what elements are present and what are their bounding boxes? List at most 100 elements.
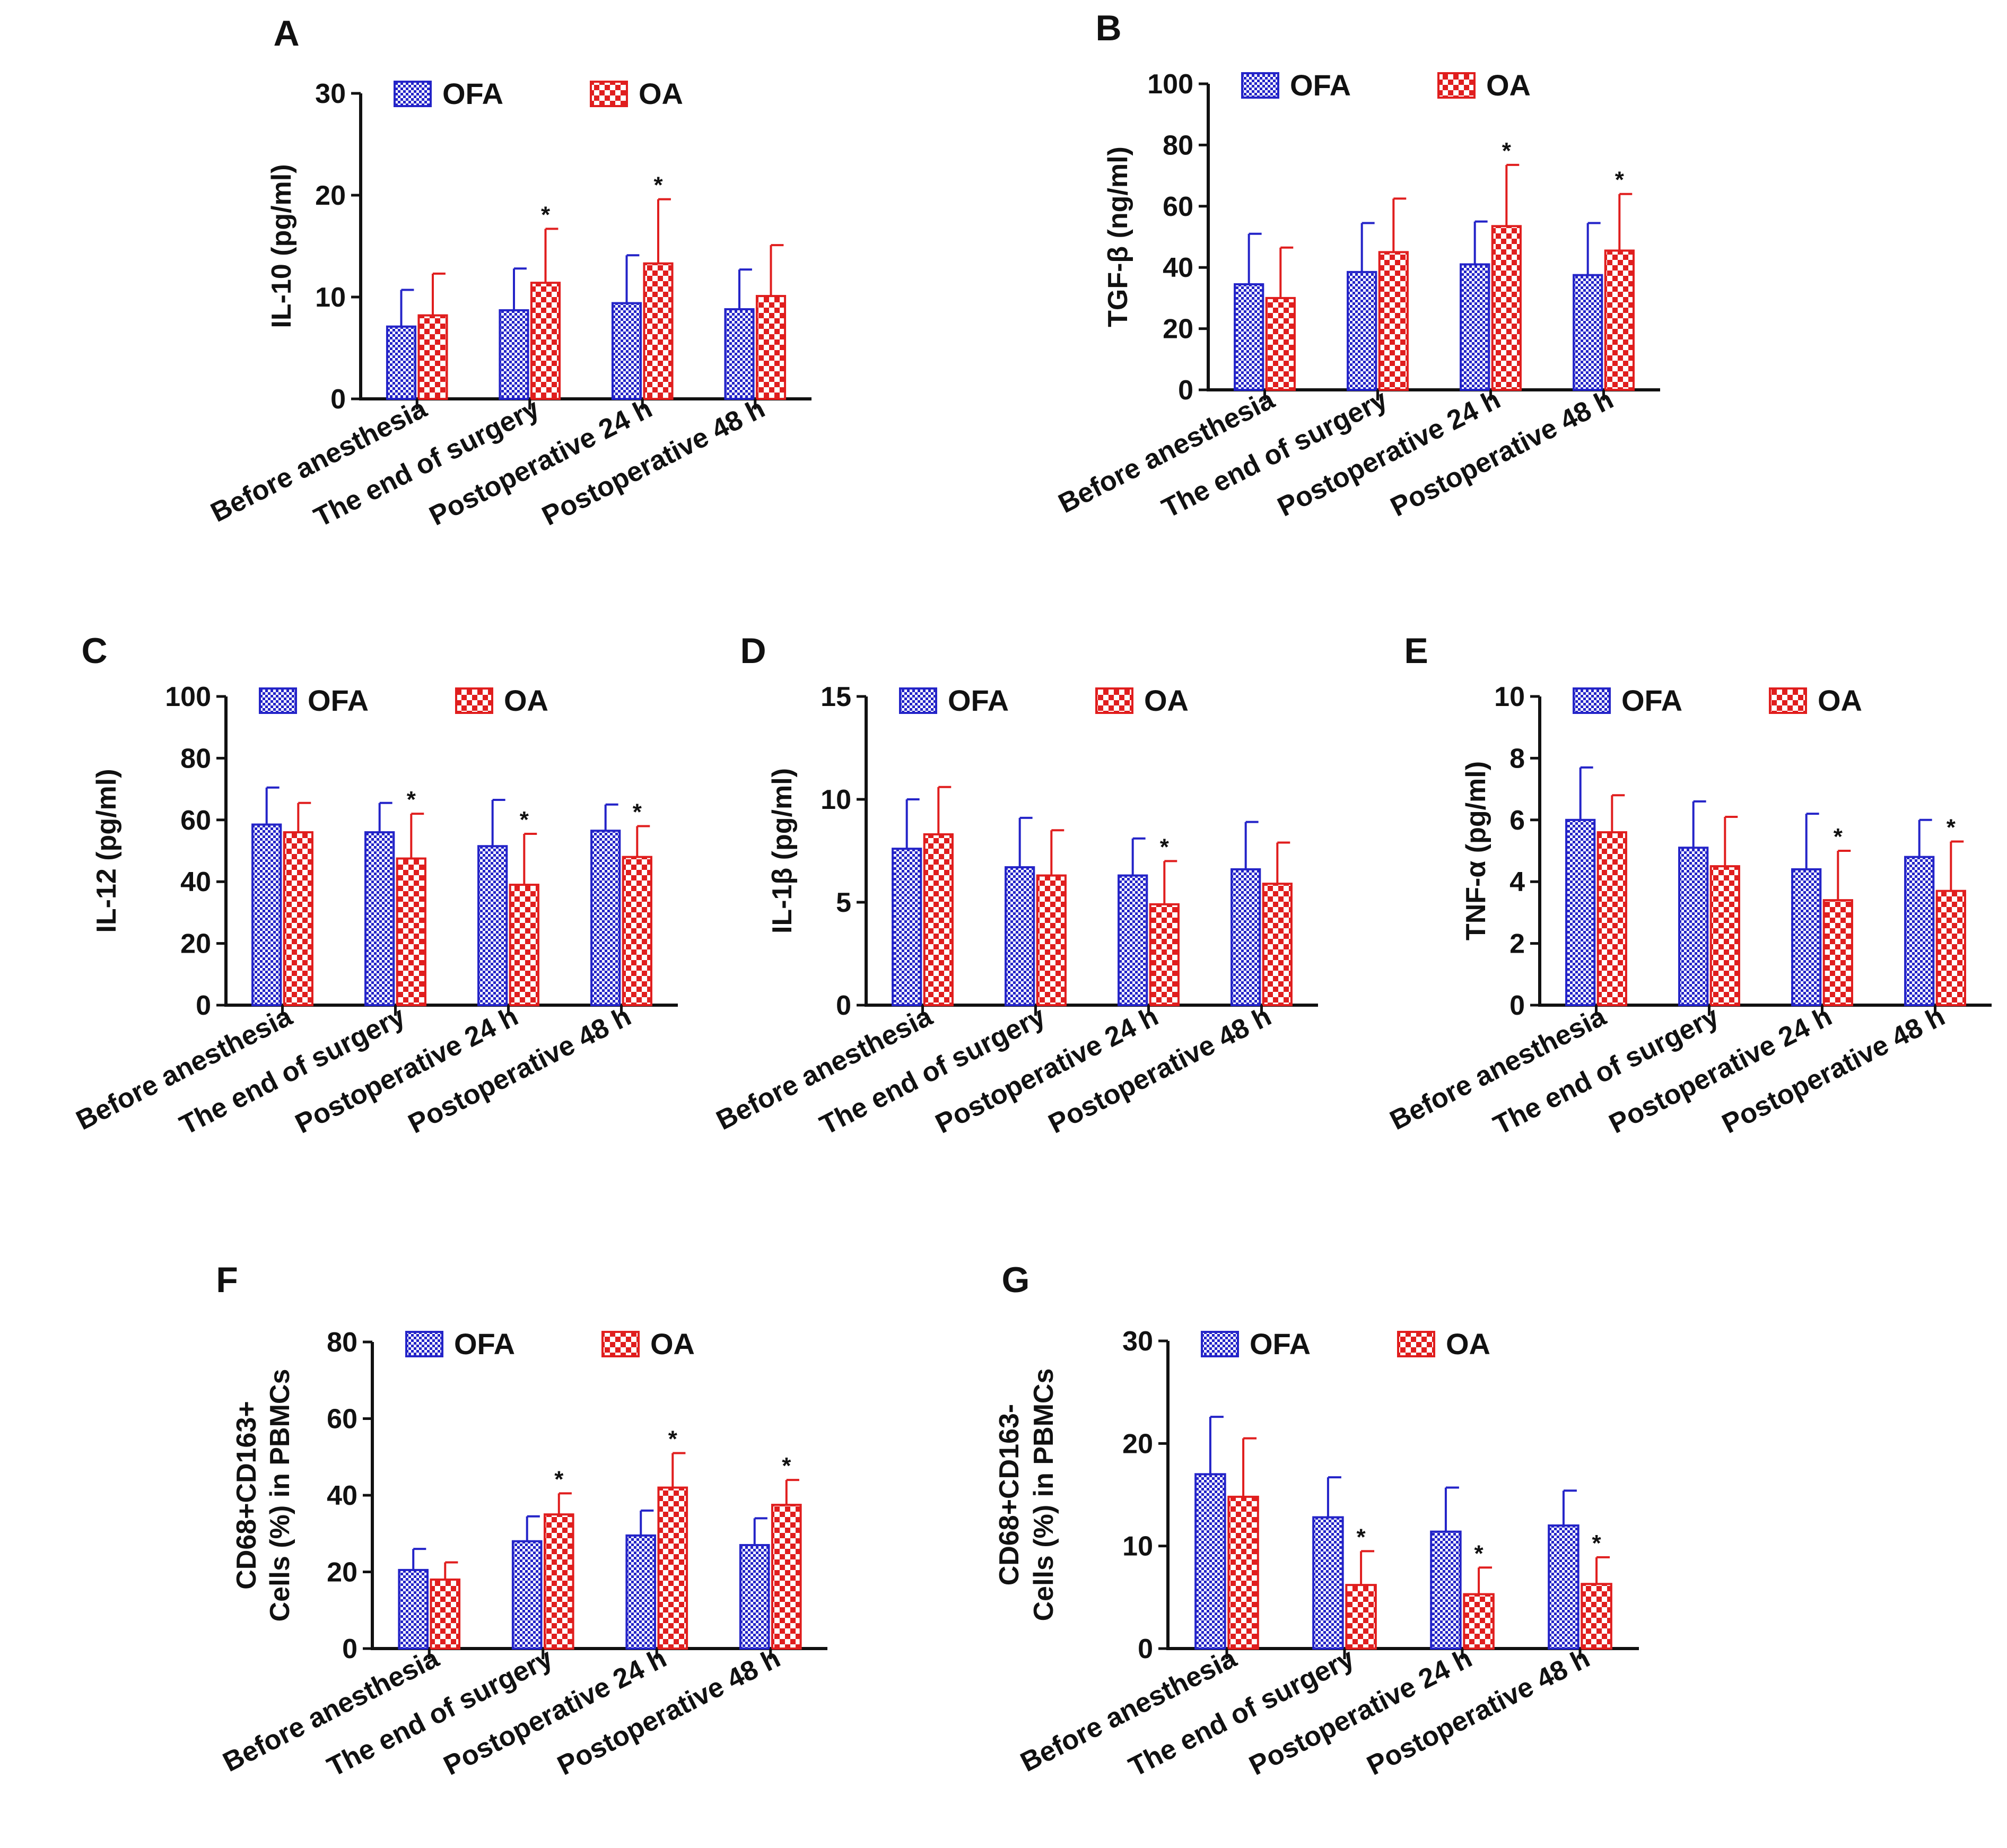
y-tick-label: 0 bbox=[1178, 375, 1193, 406]
significance-marker: * bbox=[633, 799, 642, 825]
y-axis-label-line: CD68+CD163- bbox=[994, 1404, 1025, 1586]
legend-label-oa: OA bbox=[1486, 68, 1531, 102]
legend-label-ofa: OFA bbox=[948, 684, 1009, 717]
panel-letter: D bbox=[740, 631, 766, 671]
legend-swatch-oa bbox=[1095, 687, 1133, 714]
bar-ofa bbox=[386, 325, 417, 400]
y-tick-label: 60 bbox=[1163, 191, 1193, 222]
y-tick-label: 80 bbox=[327, 1327, 357, 1358]
bar-ofa bbox=[1118, 874, 1148, 1007]
bar-oa bbox=[1227, 1495, 1259, 1650]
bar-oa bbox=[1604, 249, 1635, 391]
legend-label-ofa: OFA bbox=[1290, 68, 1351, 102]
legend-swatch-oa bbox=[601, 1331, 640, 1357]
y-tick-label: 40 bbox=[180, 867, 211, 897]
panel-letter: C bbox=[81, 631, 107, 671]
y-tick-label: 20 bbox=[1163, 314, 1193, 345]
legend-swatch-oa bbox=[1437, 72, 1476, 99]
bar-oa bbox=[430, 1578, 461, 1650]
y-tick-label: 100 bbox=[1147, 69, 1193, 100]
bar-ofa bbox=[364, 831, 395, 1006]
bar-ofa bbox=[724, 308, 755, 400]
y-axis-label: TNF-α (pg/ml) bbox=[1461, 761, 1491, 940]
bar-ofa bbox=[477, 845, 508, 1007]
legend-swatch-oa bbox=[1397, 1331, 1435, 1357]
bar-oa bbox=[755, 295, 787, 400]
y-tick-label: 0 bbox=[196, 990, 211, 1021]
significance-marker: * bbox=[782, 1453, 791, 1479]
bar-ofa bbox=[1231, 868, 1261, 1007]
bar-ofa bbox=[1194, 1473, 1226, 1650]
legend-swatch-ofa bbox=[405, 1331, 443, 1357]
legend: OFA OA bbox=[1573, 684, 1862, 717]
bar-ofa bbox=[1005, 866, 1035, 1007]
y-tick-label: 80 bbox=[180, 743, 211, 774]
bar-ofa bbox=[1904, 856, 1935, 1006]
bar-ofa bbox=[398, 1568, 429, 1650]
bar-ofa bbox=[1791, 868, 1822, 1007]
y-axis-label: CD68+CD163- Cells (%) in PBMCs bbox=[994, 1368, 1059, 1622]
legend-swatch-ofa bbox=[1201, 1331, 1239, 1357]
x-tick-label: Postoperative 48 h bbox=[1362, 1643, 1594, 1782]
y-axis-label-text: TGF-β (ng/ml) bbox=[1103, 146, 1133, 327]
significance-marker: * bbox=[668, 1426, 678, 1452]
legend-label-ofa: OFA bbox=[442, 77, 503, 110]
bar-oa bbox=[530, 282, 561, 400]
y-tick-label: 4 bbox=[1509, 867, 1525, 897]
bar-ofa bbox=[1347, 271, 1377, 391]
y-tick-label: 2 bbox=[1509, 929, 1525, 960]
bar-oa bbox=[1822, 899, 1853, 1006]
y-axis-label-line: Cells (%) in PBMCs bbox=[1028, 1368, 1059, 1622]
y-tick-label: 30 bbox=[1122, 1326, 1153, 1357]
significance-marker: * bbox=[1834, 824, 1843, 850]
x-tick-label: The end of surgery bbox=[1124, 1643, 1359, 1783]
bar-oa bbox=[1709, 865, 1740, 1006]
y-tick-label: 5 bbox=[836, 887, 851, 918]
y-tick-label: 0 bbox=[342, 1634, 357, 1664]
legend-label-ofa: OFA bbox=[1250, 1327, 1311, 1361]
bar-ofa bbox=[625, 1534, 657, 1650]
y-axis-label-line: CD68+CD163+ bbox=[231, 1401, 262, 1590]
bar-oa bbox=[643, 262, 674, 400]
y-axis-label: IL-1β (pg/ml) bbox=[767, 768, 798, 934]
legend: OFA OA bbox=[259, 684, 548, 717]
legend-swatch-oa bbox=[1769, 687, 1807, 714]
y-tick-label: 0 bbox=[836, 990, 851, 1021]
legend-swatch-oa bbox=[590, 81, 628, 107]
significance-marker: * bbox=[1615, 167, 1625, 193]
bar-ofa bbox=[1234, 283, 1264, 391]
y-axis-label: TGF-β (ng/ml) bbox=[1103, 146, 1133, 327]
bar-oa bbox=[657, 1486, 688, 1650]
y-tick-label: 6 bbox=[1509, 805, 1525, 836]
bar-oa bbox=[1581, 1583, 1612, 1650]
bar-oa bbox=[771, 1504, 802, 1650]
legend-swatch-ofa bbox=[1573, 687, 1611, 714]
legend: OFA OA bbox=[405, 1327, 695, 1361]
y-tick-label: 15 bbox=[821, 682, 851, 712]
bar-ofa bbox=[1312, 1516, 1344, 1650]
significance-marker: * bbox=[1474, 1540, 1484, 1566]
bar-oa bbox=[543, 1513, 574, 1650]
y-tick-label: 10 bbox=[821, 784, 851, 815]
bar-oa bbox=[509, 884, 539, 1007]
y-axis-label-line: Cells (%) in PBMCs bbox=[265, 1369, 295, 1622]
x-tick-label: Postoperative 24 h bbox=[1244, 1643, 1477, 1782]
y-tick-label: 20 bbox=[180, 929, 211, 960]
bar-oa bbox=[1596, 831, 1627, 1006]
legend-swatch-ofa bbox=[394, 81, 432, 107]
bar-oa bbox=[1265, 297, 1296, 391]
y-tick-label: 30 bbox=[315, 79, 346, 109]
y-tick-label: 0 bbox=[330, 384, 346, 415]
bar-oa bbox=[1378, 251, 1409, 391]
legend-label-oa: OA bbox=[1446, 1327, 1490, 1361]
y-tick-label: 20 bbox=[315, 180, 346, 211]
bar-oa bbox=[622, 856, 652, 1006]
panel-letter: A bbox=[273, 13, 299, 54]
y-tick-label: 80 bbox=[1163, 130, 1193, 161]
bar-oa bbox=[1149, 903, 1180, 1006]
significance-marker: * bbox=[1160, 834, 1170, 860]
